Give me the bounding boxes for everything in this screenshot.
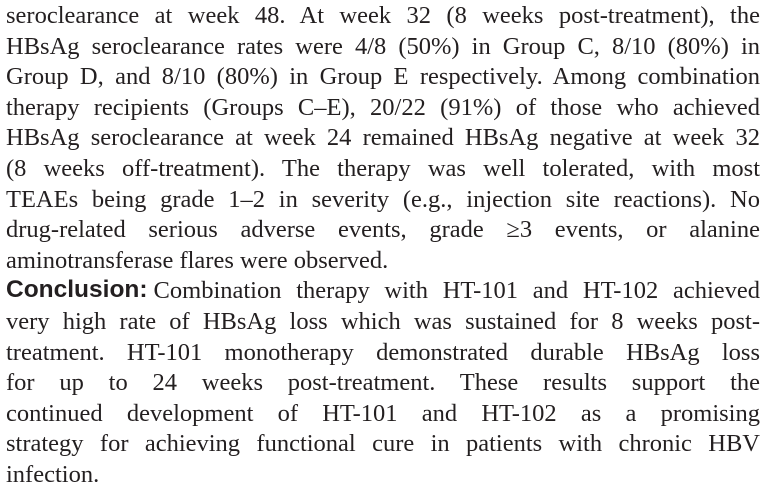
text-line: very high rate of HBsAg loss which was s… — [6, 307, 760, 335]
text-line: infection. — [6, 460, 100, 488]
document-body: seroclearance at week 48. At week 32 (8 … — [6, 1, 760, 491]
text-line: treatment. HT-101 monotherapy demonstrat… — [6, 338, 760, 366]
section-label: Conclusion: — [6, 276, 148, 304]
text-line: strategy for achieving functional cure i… — [6, 430, 760, 458]
text-line: therapy recipients (Groups C–E), 20/22 (… — [6, 93, 760, 121]
text-line: TEAEs being grade 1–2 in severity (e.g.,… — [6, 185, 760, 213]
text-line: Combination therapy with HT-101 and HT-1… — [153, 277, 760, 305]
paragraph: seroclearance at week 48. At week 32 (8 … — [6, 1, 760, 276]
text-line: HBsAg seroclearance rates were 4/8 (50%)… — [6, 32, 760, 60]
paragraph: Conclusion: Combination therapy with HT-1… — [6, 276, 760, 490]
text-line: for up to 24 weeks post-treatment. These… — [6, 369, 760, 397]
text-line: continued development of HT-101 and HT-1… — [6, 399, 760, 427]
text-line: drug-related serious adverse events, gra… — [6, 216, 760, 244]
text-line: HBsAg seroclearance at week 24 remained … — [6, 124, 760, 152]
text-line: seroclearance at week 48. At week 32 (8 … — [6, 2, 760, 29]
text-line: Group D, and 8/10 (80%) in Group E respe… — [6, 63, 760, 91]
lead-row: Conclusion: Combination therapy with HT-1… — [6, 276, 760, 307]
text-line: aminotransferase flares were observed. — [6, 246, 389, 274]
text-line: (8 weeks off-treatment). The therapy was… — [6, 154, 760, 182]
